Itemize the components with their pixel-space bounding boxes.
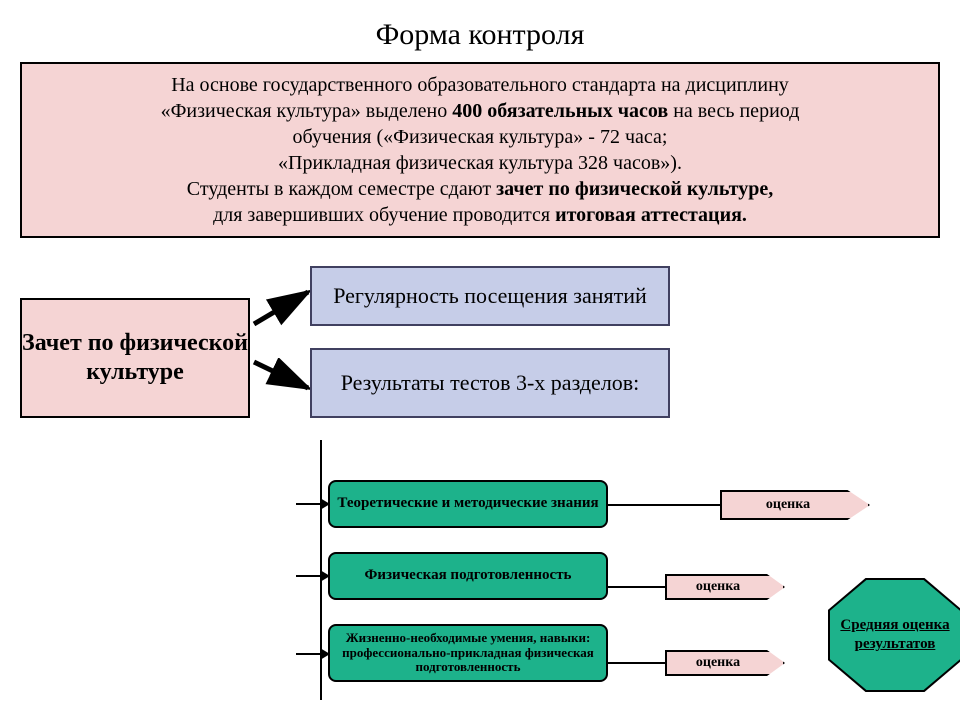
green3-label: Жизненно-необходимые умения, навыки: про… <box>336 631 600 676</box>
octagon-average: Средняя оценка результатов <box>830 580 960 690</box>
ocenka-badge-1: оценка <box>720 490 870 520</box>
intro-line6b: итоговая аттестация. <box>555 204 747 226</box>
green-box-theory: Теоретические и методические знания <box>328 480 608 528</box>
blue1-label: Регулярность посещения занятий <box>333 283 647 309</box>
blue-box-results: Результаты тестов 3-х разделов: <box>310 348 670 418</box>
page-title: Форма контроля <box>0 0 960 62</box>
green-box-skills: Жизненно-необходимые умения, навыки: про… <box>328 624 608 682</box>
mid-section: Зачет по физической культуре Регулярност… <box>0 238 960 448</box>
zachet-label: Зачет по физической культуре <box>22 329 248 387</box>
intro-line2a: «Физическая культура» выделено <box>161 100 453 122</box>
connector-3 <box>608 662 668 664</box>
ocenka3-label: оценка <box>696 655 740 671</box>
zachet-box: Зачет по физической культуре <box>20 298 250 418</box>
branch-arrow-3 <box>296 648 330 660</box>
connector-2 <box>608 586 668 588</box>
branch-arrow-2 <box>296 570 330 582</box>
intro-line3: обучения («Физическая культура» - 72 час… <box>293 126 668 148</box>
blue-box-regularity: Регулярность посещения занятий <box>310 266 670 326</box>
intro-line2c: на весь период <box>668 100 799 122</box>
green1-label: Теоретические и методические знания <box>337 495 598 512</box>
ocenka-badge-2: оценка <box>665 574 785 600</box>
intro-line5a: Студенты в каждом семестре сдают <box>187 178 496 200</box>
intro-line1: На основе государственного образовательн… <box>171 74 789 96</box>
connector-1 <box>608 504 723 506</box>
ocenka2-label: оценка <box>696 579 740 595</box>
green-box-physical: Физическая подготовленность <box>328 552 608 600</box>
intro-box: На основе государственного образовательн… <box>20 62 940 238</box>
blue2-label: Результаты тестов 3-х разделов: <box>341 370 640 396</box>
intro-line6a: для завершивших обучение проводится <box>213 204 555 226</box>
intro-line5b: зачет по физической культуре, <box>496 178 773 200</box>
branch-arrow-1 <box>296 498 330 510</box>
intro-line2b: 400 обязательных часов <box>452 100 668 122</box>
octagon-label: Средняя оценка результатов <box>830 616 960 655</box>
intro-line4: «Прикладная физическая культура 328 часо… <box>278 152 682 174</box>
ocenka-badge-3: оценка <box>665 650 785 676</box>
green2-label: Физическая подготовленность <box>365 567 572 584</box>
ocenka1-label: оценка <box>766 497 810 513</box>
